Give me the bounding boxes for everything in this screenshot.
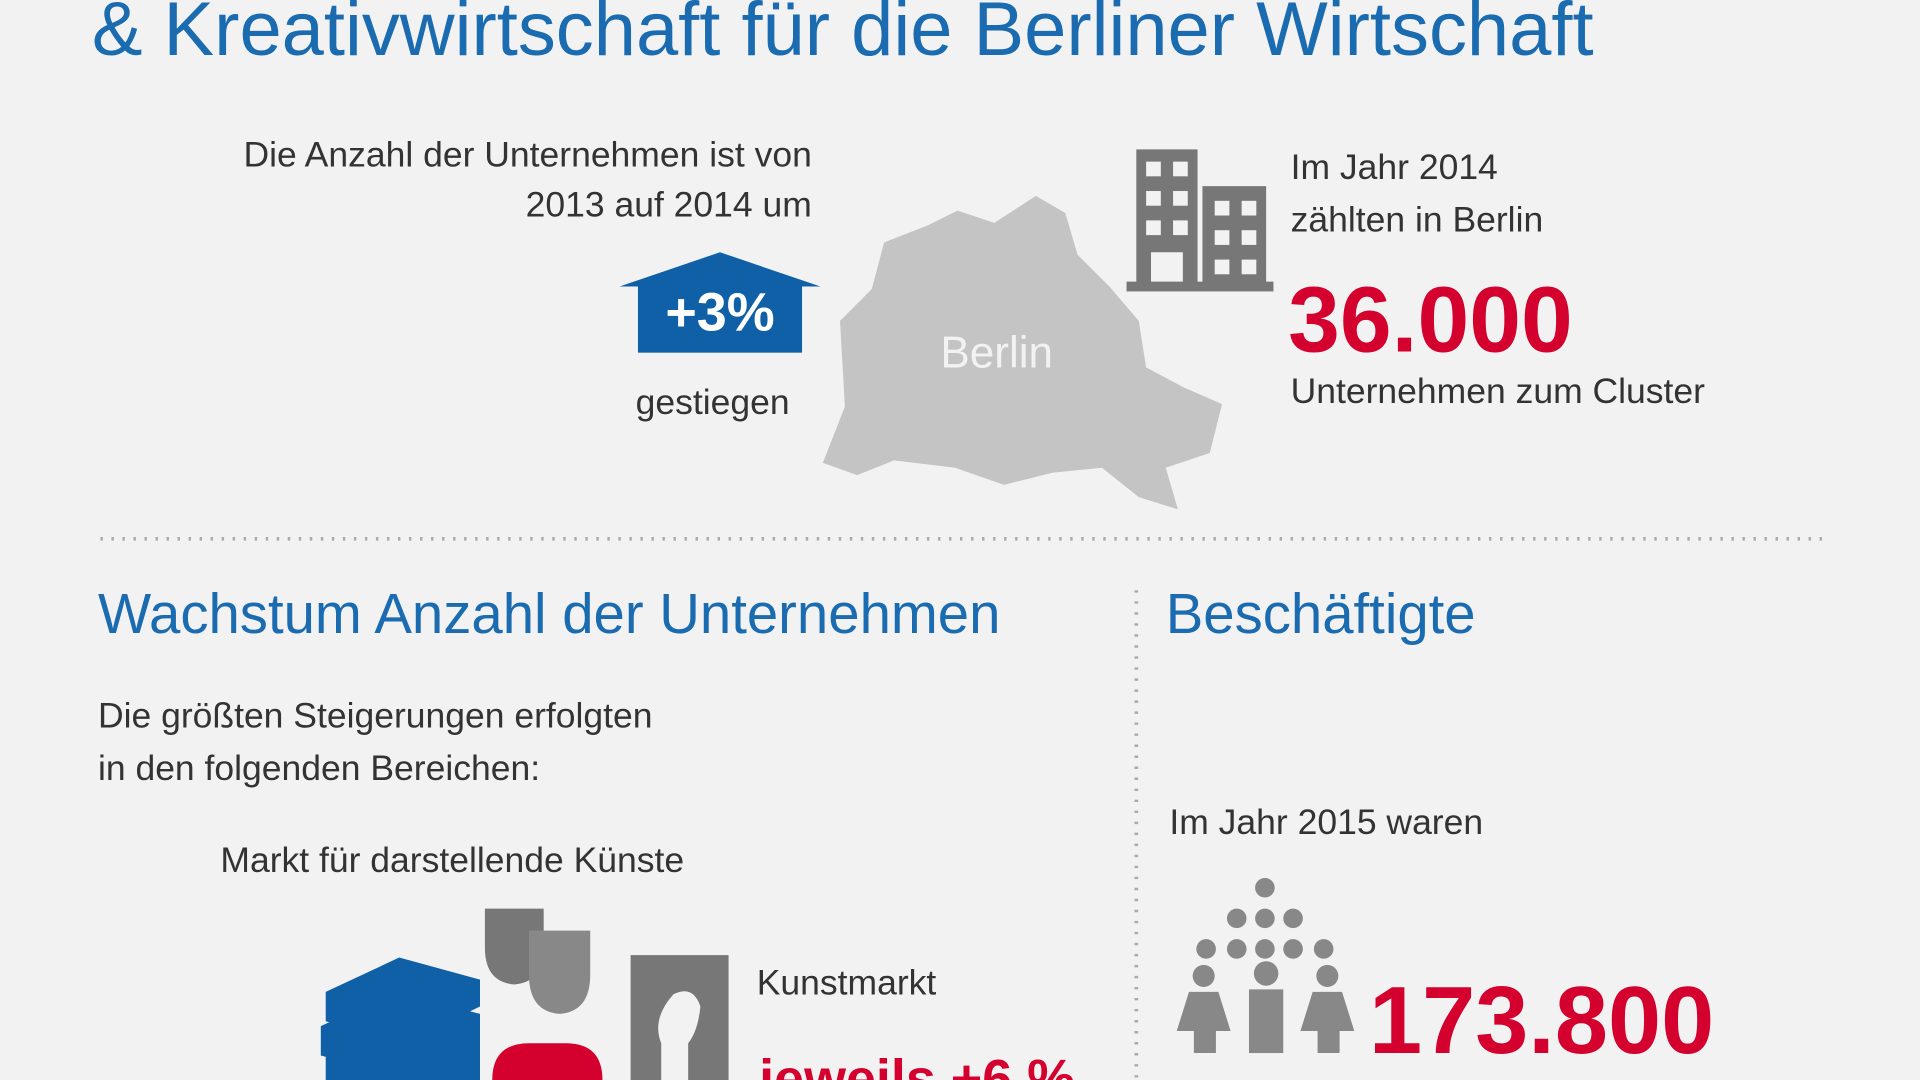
result: jeweils +6 % <box>758 1049 1075 1080</box>
icon-part <box>1255 877 1275 898</box>
masks-icon <box>484 908 591 1014</box>
icon-part <box>1248 989 1284 1054</box>
icon-part <box>1173 161 1188 177</box>
area-label: Kunstmarkt <box>757 962 937 1002</box>
icon-part <box>1300 991 1355 1054</box>
icon-part <box>1126 281 1274 292</box>
section-title: Wachstum Anzahl der Unternehmen <box>98 582 1000 645</box>
icon-part <box>1192 964 1215 987</box>
icon-part <box>1226 939 1247 959</box>
icon-part <box>1226 908 1247 929</box>
icon-part <box>1316 964 1339 987</box>
section-title: Beschäftigte <box>1166 582 1476 645</box>
section-intro: in den folgenden Bereichen: <box>98 748 540 788</box>
icon-part <box>1146 191 1161 206</box>
count-caption: Unternehmen zum Cluster <box>1291 371 1706 411</box>
icon-part <box>325 1018 480 1080</box>
icon-part <box>1146 161 1257 282</box>
section-intro: Im Jahr 2015 waren <box>1169 802 1483 842</box>
growth-value: +3% <box>665 283 774 343</box>
icon-part <box>528 930 591 1014</box>
icon-part <box>1214 230 1230 245</box>
growth-caption: gestiegen <box>636 382 790 422</box>
intro-line: 2013 auf 2014 um <box>526 185 812 225</box>
icon-part <box>1214 259 1230 275</box>
area-label: Markt für darstellende Künste <box>220 840 684 880</box>
game-icon <box>492 1043 603 1080</box>
count-value: 36.000 <box>1288 267 1573 371</box>
icon-part <box>658 991 701 1080</box>
icon-part <box>1241 230 1257 245</box>
icon-part <box>1146 161 1161 177</box>
icon-part <box>1202 186 1267 287</box>
icon-part <box>1255 939 1275 959</box>
icon-part <box>619 252 821 287</box>
buildings-icon <box>1126 149 1274 292</box>
icon-part <box>1241 200 1257 216</box>
icon-part <box>1151 252 1183 282</box>
section-intro: Die größten Steigerungen erfolgten <box>98 695 653 735</box>
icon-part <box>1196 939 1216 959</box>
count-line: Im Jahr 2014 <box>1291 147 1498 187</box>
title: & Kreativwirtschaft für die Berliner Wir… <box>92 0 1594 72</box>
icon-part <box>1176 991 1231 1054</box>
icon-part <box>1255 908 1275 929</box>
art-icon <box>630 955 729 1080</box>
icon-part <box>637 281 803 353</box>
intro-line: Die Anzahl der Unternehmen ist von <box>244 135 812 175</box>
icon-part <box>1146 220 1161 236</box>
icon-part <box>325 957 480 1044</box>
icon-part <box>1241 259 1257 275</box>
icon-part <box>1173 220 1188 236</box>
icon-part <box>1214 200 1230 216</box>
icon-part <box>1253 961 1279 986</box>
icon-part <box>1283 939 1303 959</box>
map-label: Berlin <box>940 328 1053 377</box>
berlin-map <box>822 195 1223 510</box>
house-icon <box>619 252 821 353</box>
icon-part <box>1173 191 1188 206</box>
count-line: zählten in Berlin <box>1291 199 1544 239</box>
employee-count: 173.800 <box>1369 968 1714 1074</box>
icon-part <box>1283 908 1303 929</box>
people-icon <box>1176 877 1355 1054</box>
icon-part <box>1313 939 1334 959</box>
books-icon <box>320 957 480 1080</box>
